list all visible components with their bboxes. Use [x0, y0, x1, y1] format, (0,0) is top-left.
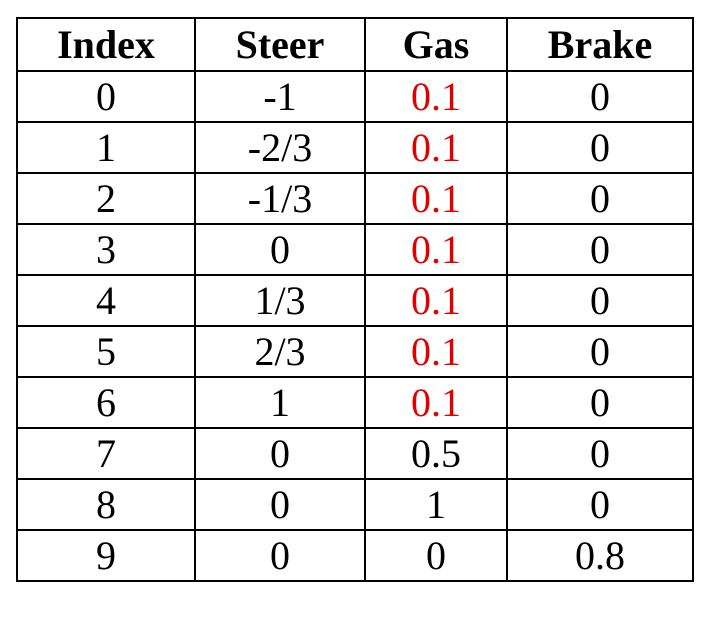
- cell-index: 9: [16, 529, 196, 582]
- cell-brake: 0: [506, 172, 694, 225]
- cell-brake: 0: [506, 70, 694, 123]
- cell-steer: -2/3: [194, 121, 366, 174]
- cell-brake: 0: [506, 376, 694, 429]
- cell-index: 7: [16, 427, 196, 480]
- cell-steer: 0: [194, 427, 366, 480]
- cell-brake: 0: [506, 274, 694, 327]
- cell-gas: 0.1: [364, 172, 508, 225]
- cell-steer: 2/3: [194, 325, 366, 378]
- cell-gas: 1: [364, 478, 508, 531]
- cell-gas: 0.1: [364, 70, 508, 123]
- cell-brake: 0.8: [506, 529, 694, 582]
- cell-index: 4: [16, 274, 196, 327]
- cell-brake: 0: [506, 325, 694, 378]
- table-row: 7 0 0.5 0: [16, 427, 694, 480]
- header-steer: Steer: [194, 17, 366, 72]
- table-row: 0 -1 0.1 0: [16, 70, 694, 123]
- cell-gas: 0: [364, 529, 508, 582]
- header-row: Index Steer Gas Brake: [16, 17, 694, 72]
- table-row: 6 1 0.1 0: [16, 376, 694, 429]
- cell-gas: 0.1: [364, 223, 508, 276]
- cell-brake: 0: [506, 223, 694, 276]
- cell-index: 6: [16, 376, 196, 429]
- cell-steer: 0: [194, 223, 366, 276]
- cell-gas: 0.1: [364, 121, 508, 174]
- cell-steer: 0: [194, 478, 366, 531]
- header-brake: Brake: [506, 17, 694, 72]
- cell-index: 8: [16, 478, 196, 531]
- cell-gas: 0.1: [364, 274, 508, 327]
- table-row: 3 0 0.1 0: [16, 223, 694, 276]
- header-gas: Gas: [364, 17, 508, 72]
- action-table: Index Steer Gas Brake 0 -1 0.1 0 1 -2/3 …: [16, 17, 694, 582]
- cell-brake: 0: [506, 478, 694, 531]
- cell-gas: 0.5: [364, 427, 508, 480]
- table-row: 5 2/3 0.1 0: [16, 325, 694, 378]
- table-row: 4 1/3 0.1 0: [16, 274, 694, 327]
- table-row: 8 0 1 0: [16, 478, 694, 531]
- cell-steer: 1: [194, 376, 366, 429]
- cell-steer: -1/3: [194, 172, 366, 225]
- cell-index: 3: [16, 223, 196, 276]
- cell-index: 5: [16, 325, 196, 378]
- header-index: Index: [16, 17, 196, 72]
- table-row: 9 0 0 0.8: [16, 529, 694, 582]
- cell-steer: -1: [194, 70, 366, 123]
- cell-index: 0: [16, 70, 196, 123]
- cell-gas: 0.1: [364, 376, 508, 429]
- cell-index: 1: [16, 121, 196, 174]
- cell-index: 2: [16, 172, 196, 225]
- cell-steer: 1/3: [194, 274, 366, 327]
- cell-brake: 0: [506, 121, 694, 174]
- cell-gas: 0.1: [364, 325, 508, 378]
- cell-steer: 0: [194, 529, 366, 582]
- table-row: 1 -2/3 0.1 0: [16, 121, 694, 174]
- table-row: 2 -1/3 0.1 0: [16, 172, 694, 225]
- cell-brake: 0: [506, 427, 694, 480]
